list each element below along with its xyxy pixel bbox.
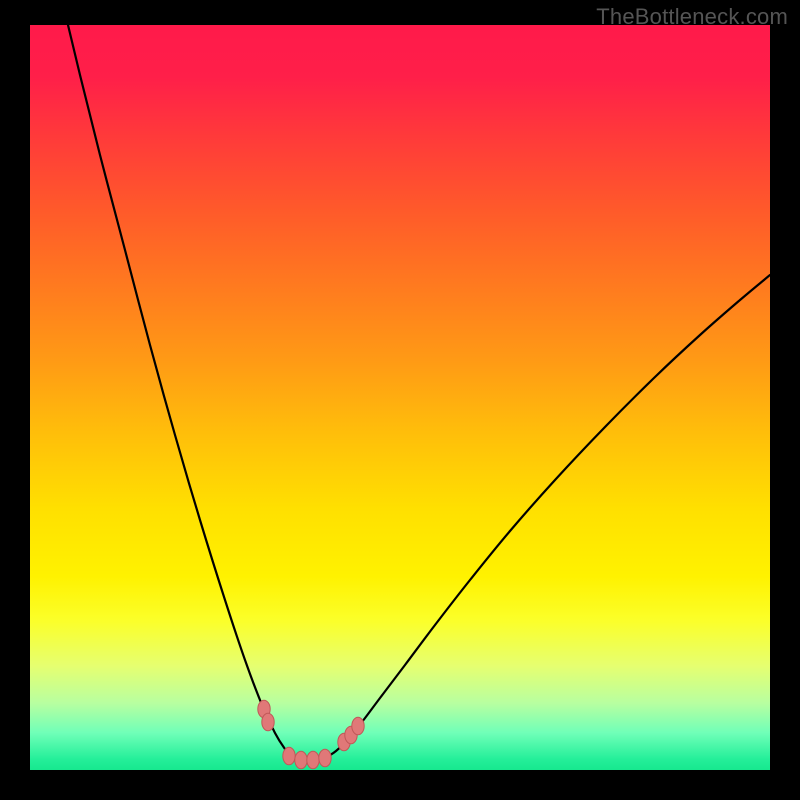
watermark-text: TheBottleneck.com [596, 4, 788, 30]
gradient-background [30, 25, 770, 770]
plot-area [30, 25, 770, 770]
